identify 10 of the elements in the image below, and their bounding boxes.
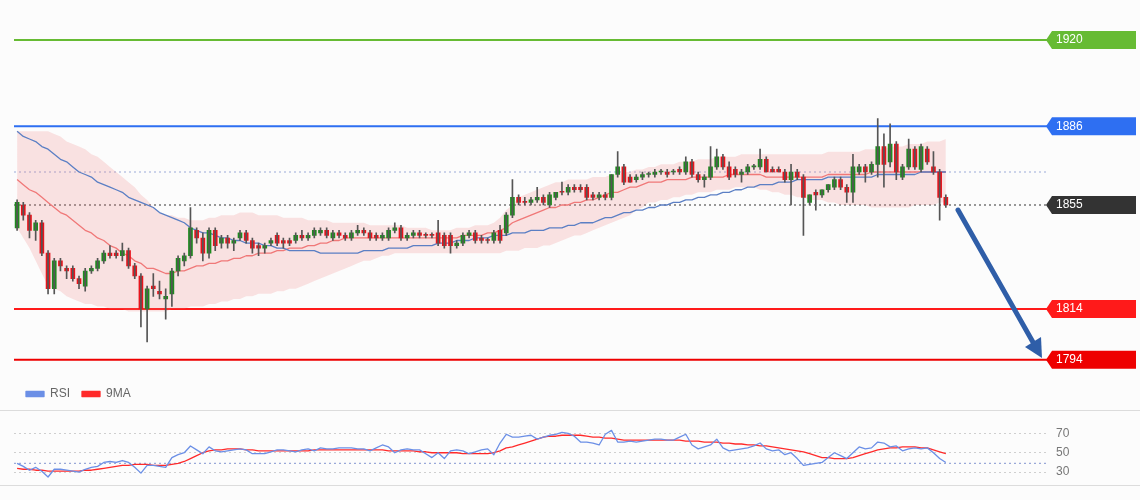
legend-label: RSI (50, 386, 71, 401)
y-tick-label: 1855 (1056, 197, 1084, 212)
y-tick-label: 50 (1056, 445, 1070, 460)
y-tick-label: 1886 (1056, 118, 1084, 133)
y-tick-label: 1814 (1056, 301, 1084, 316)
legend-label: 9MA (106, 386, 131, 401)
y-tick-label: 30 (1056, 464, 1070, 479)
y-tick-label: 1794 (1056, 352, 1084, 367)
y-tick-label: 70 (1056, 425, 1070, 440)
y-tick-label: 1920 (1056, 32, 1084, 47)
